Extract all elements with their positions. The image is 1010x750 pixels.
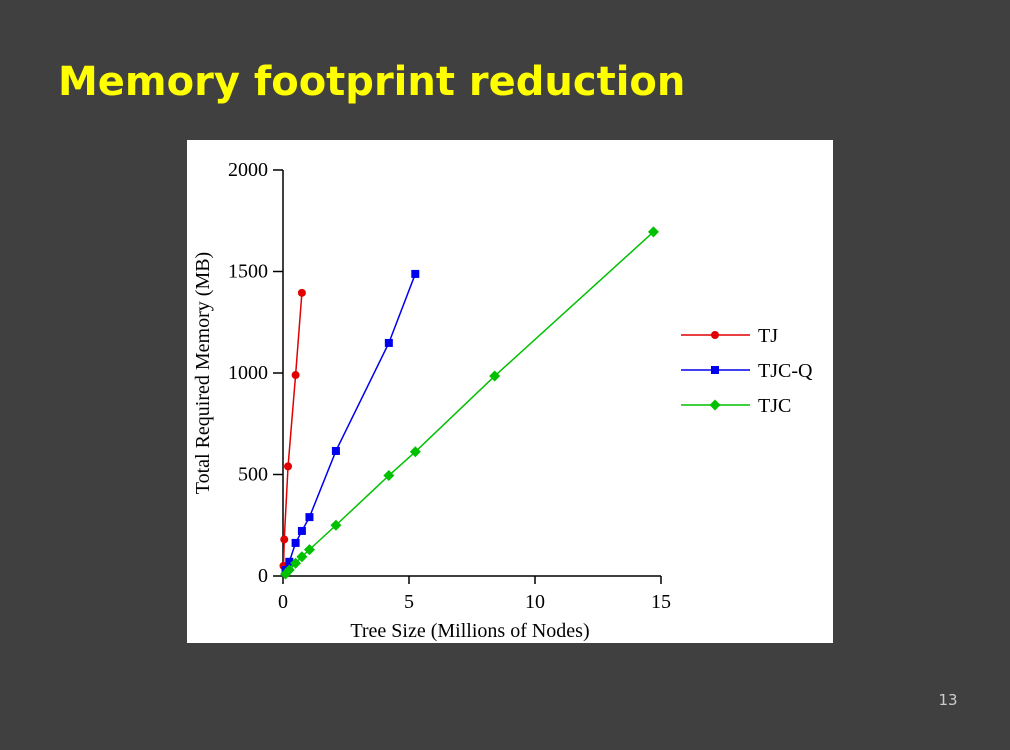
marker [296,551,308,563]
marker [280,535,289,544]
marker [411,269,420,278]
legend-marker [711,366,719,374]
marker [384,338,393,347]
marker [647,226,659,238]
x-tick-label: 0 [278,591,288,613]
marker [283,564,295,576]
y-tick-label: 2000 [228,159,268,181]
marker [409,446,421,458]
legend-marker [709,399,721,411]
marker [303,544,315,556]
marker [383,470,395,482]
marker [291,371,300,380]
x-tick-label: 5 [404,591,414,613]
legend-label: TJC-Q [758,360,813,382]
marker [290,557,302,569]
marker [331,446,340,455]
marker [291,538,300,547]
page-number: 13 [938,691,957,709]
marker [297,288,306,297]
y-axis-title: Total Required Memory (MB) [192,252,214,494]
marker [297,526,306,535]
slide-title: Memory footprint reduction [58,59,685,105]
y-tick-label: 0 [258,565,268,587]
x-axis-title: Tree Size (Millions of Nodes) [350,620,589,642]
legend-label: TJ [758,325,778,347]
y-tick-label: 1500 [228,261,268,283]
legend-label: TJC [758,395,791,417]
series-line [284,231,654,575]
marker [284,462,293,471]
marker [305,513,314,522]
y-tick-label: 1000 [228,362,268,384]
x-tick-label: 10 [525,591,545,613]
marker [330,519,342,531]
marker [489,370,501,382]
legend-marker [711,331,719,339]
marker [285,557,294,566]
x-tick-label: 15 [651,591,671,613]
y-tick-label: 500 [238,464,268,486]
